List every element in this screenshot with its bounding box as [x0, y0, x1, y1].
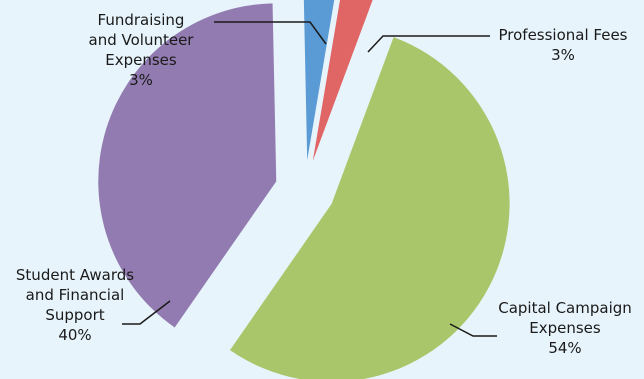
label-student-awards: Student Awards and Financial Support 40% [0, 265, 150, 345]
label-percent: 3% [129, 71, 153, 89]
leader-line-fundraising [214, 21, 327, 45]
slice-student-awards [98, 3, 277, 328]
label-line: and Volunteer [88, 31, 194, 49]
label-line: Support [45, 306, 105, 324]
label-line: and Financial [25, 286, 125, 304]
leader-line-professional-fees [367, 35, 490, 53]
label-fundraising: Fundraising and Volunteer Expenses 3% [66, 10, 216, 90]
leader-line-student-awards [122, 300, 171, 325]
label-percent: 54% [548, 339, 582, 357]
label-capital-campaign: Capital Campaign Expenses 54% [490, 298, 640, 358]
slice-fundraising [303, 0, 335, 161]
label-percent: 40% [58, 326, 92, 344]
leader-line-capital-campaign [449, 323, 497, 337]
slice-capital-campaign [229, 37, 510, 379]
label-professional-fees: Professional Fees 3% [488, 25, 638, 65]
slice-professional-fees [312, 0, 373, 162]
label-line: Capital Campaign [498, 299, 632, 317]
label-line: Fundraising [97, 11, 185, 29]
label-line: Expenses [105, 51, 177, 69]
label-percent: 3% [551, 46, 575, 64]
label-line: Expenses [529, 319, 601, 337]
label-line: Student Awards [15, 266, 135, 284]
label-line: Professional Fees [498, 26, 628, 44]
